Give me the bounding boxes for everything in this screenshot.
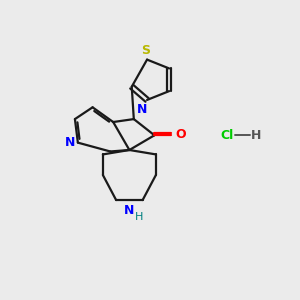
Text: N: N: [124, 205, 135, 218]
Text: O: O: [176, 128, 186, 141]
Text: S: S: [141, 44, 150, 57]
Text: N: N: [137, 103, 147, 116]
Text: H: H: [135, 212, 143, 222]
Text: Cl: Cl: [220, 129, 233, 142]
Text: H: H: [251, 129, 261, 142]
Text: N: N: [65, 136, 76, 149]
